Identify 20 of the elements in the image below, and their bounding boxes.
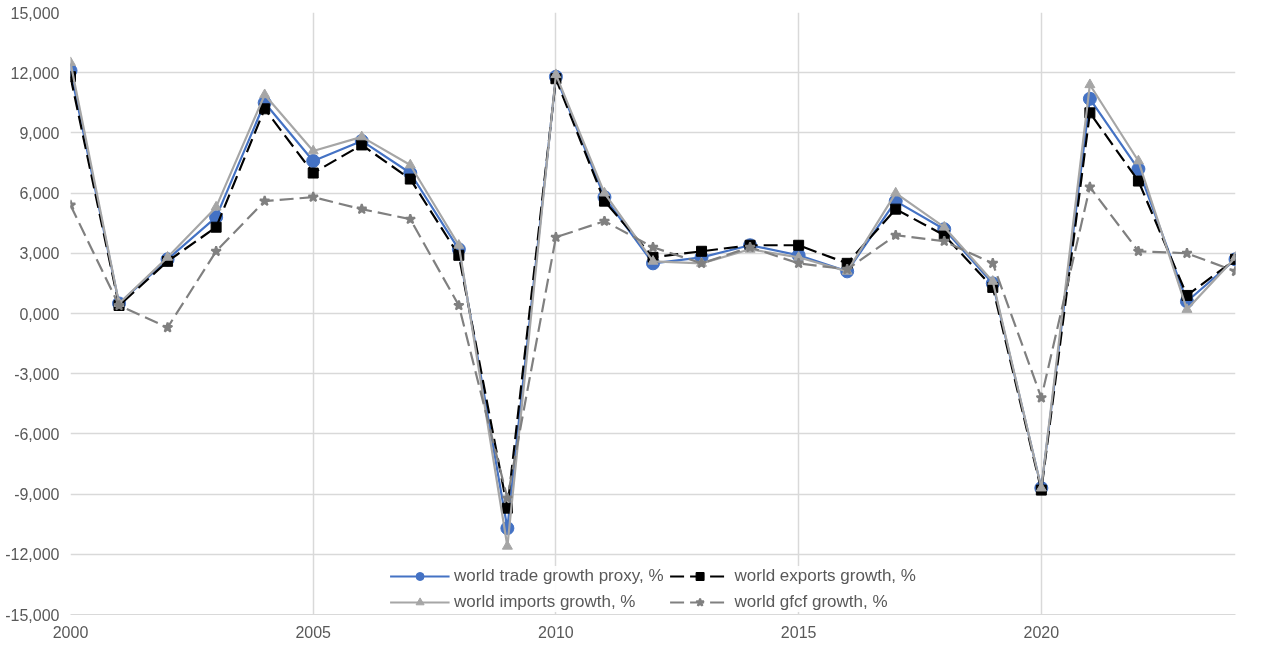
y-tick-label: 6,000 <box>19 185 60 203</box>
x-tick-label: 2010 <box>538 623 574 641</box>
x-tick-label: 2020 <box>1023 623 1060 641</box>
x-tick-label: 2015 <box>780 623 817 641</box>
legend-label: world gfcf growth, % <box>734 592 888 612</box>
y-tick-label: 15,000 <box>10 4 60 22</box>
y-tick-label: -3,000 <box>14 365 60 383</box>
y-tick-label: 3,000 <box>19 245 60 263</box>
x-tick-label: 2000 <box>52 623 89 641</box>
legend-label: world trade growth proxy, % <box>454 566 664 586</box>
y-tick-label: -15,000 <box>5 606 60 624</box>
y-tick-label: 9,000 <box>19 124 60 142</box>
x-tick-label: 2005 <box>295 623 332 641</box>
y-tick-label: 0,000 <box>19 305 60 323</box>
y-tick-label: 12,000 <box>10 64 60 82</box>
y-tick-label: -9,000 <box>14 486 60 504</box>
legend-label: world exports growth, % <box>734 566 916 586</box>
y-tick-label: -12,000 <box>5 546 60 564</box>
y-tick-label: -6,000 <box>14 425 60 443</box>
legend-label: world imports growth, % <box>454 592 636 612</box>
